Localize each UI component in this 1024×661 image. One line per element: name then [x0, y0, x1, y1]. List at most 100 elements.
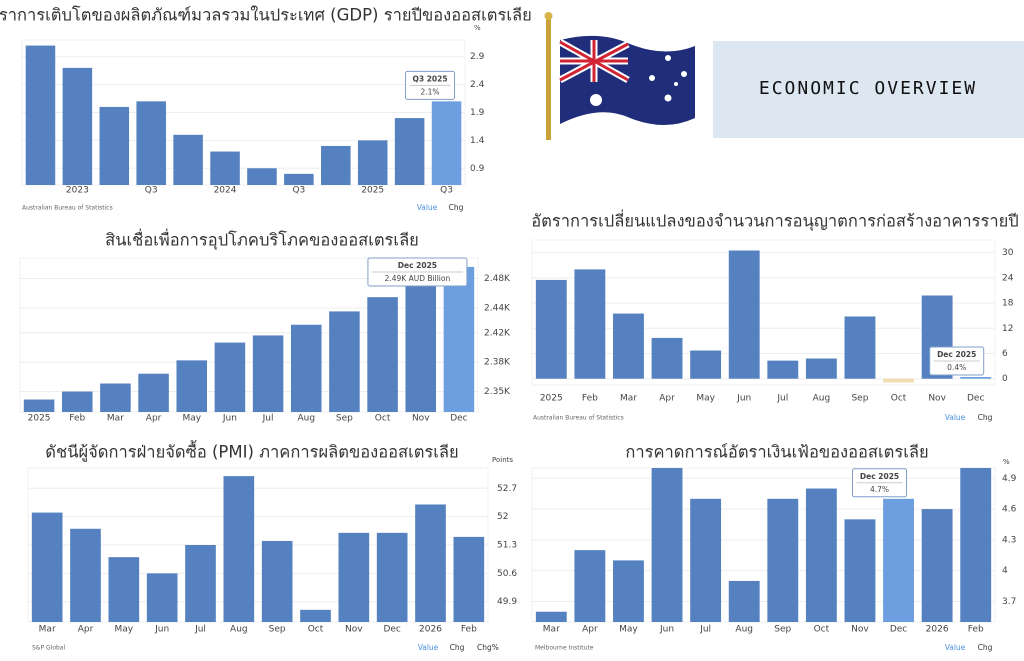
toggle-button[interactable]: Chg [450, 643, 465, 652]
toggle-button[interactable]: Chg [978, 643, 993, 652]
y-tick-label: 2.42K [484, 328, 511, 338]
toggle-button[interactable]: Chg [978, 413, 993, 422]
y-tick-label: 49.9 [497, 597, 517, 607]
y-tick-label: 2.48K [484, 274, 511, 284]
toggle-button[interactable]: Chg [449, 203, 464, 212]
chart-title: การคาดการณ์อัตราเงินเฟ้อของออสเตรเลีย [625, 443, 928, 462]
bar [405, 282, 437, 412]
y-tick-label: 52.7 [497, 484, 517, 494]
y-tick-label: 4.6 [1002, 505, 1017, 515]
source: Australian Bureau of Statistics [22, 205, 113, 212]
bar [338, 532, 370, 622]
unit-label: Points [492, 456, 513, 464]
y-tick-label: 2.9 [470, 52, 485, 62]
toggle-button[interactable]: Value [945, 413, 966, 422]
bar [108, 557, 140, 622]
bar [613, 560, 644, 622]
x-tick-label: Aug [735, 625, 753, 635]
toggle-button[interactable]: Value [417, 203, 438, 212]
x-tick-label: Apr [659, 394, 675, 404]
pole-top [544, 12, 553, 20]
bar [214, 342, 246, 412]
x-tick-label: Aug [297, 414, 315, 424]
flag [544, 12, 695, 140]
bar [99, 106, 130, 185]
bar [690, 350, 722, 379]
x-tick-label: Oct [308, 625, 324, 635]
x-tick-label: Feb [582, 394, 598, 404]
bar [321, 145, 351, 185]
bar [883, 498, 914, 622]
bar [728, 580, 760, 622]
tooltip-title: Dec 2025 [860, 472, 899, 481]
x-tick-label: 2025 [361, 186, 384, 196]
bar [223, 476, 255, 622]
x-tick-label: 2025 [28, 414, 51, 424]
chart-title: ดัชนีผู้จัดการฝ่ายจัดซื้อ (PMI) ภาคการผล… [45, 440, 458, 463]
tooltip-value: 2.1% [421, 87, 440, 96]
y-tick-label: 0.9 [470, 164, 485, 174]
x-tick-label: Mar [543, 625, 560, 635]
bar [185, 545, 216, 622]
y-tick-label: 51.3 [497, 541, 517, 551]
bar [651, 468, 683, 622]
flag-pole [546, 16, 551, 140]
x-tick-label: 2026 [419, 625, 442, 635]
bar [300, 609, 331, 622]
x-tick-label: Dec [967, 394, 984, 404]
tooltip-value: 0.4% [947, 363, 966, 372]
union-red [559, 40, 629, 82]
bar [394, 118, 425, 185]
x-tick-label: 2024 [214, 186, 237, 196]
header-box [713, 41, 1024, 138]
y-tick-label: 4.3 [1002, 535, 1016, 545]
toggle-button[interactable]: Value [418, 643, 439, 652]
x-tick-label: Q3 [145, 186, 158, 196]
toggle-button[interactable]: Value [945, 643, 966, 652]
chart-title: สินเชื่อเพื่อการอุปโภคบริโภคของออสเตรเลี… [105, 229, 419, 251]
tooltip-title: Q3 2025 [412, 74, 447, 83]
bar [173, 134, 203, 185]
bar [960, 468, 992, 622]
x-tick-label: Sep [851, 394, 868, 404]
header-title: ECONOMIC OVERVIEW [759, 78, 977, 99]
bar [690, 498, 722, 622]
x-tick-label: Sep [269, 625, 286, 635]
bar [376, 532, 408, 622]
x-tick-label: Jul [699, 625, 711, 635]
bar [252, 335, 284, 412]
bar [805, 488, 837, 622]
x-tick-label: 2025 [540, 394, 563, 404]
bar [767, 498, 799, 622]
bar [70, 528, 101, 622]
bar [574, 550, 606, 622]
y-tick-label: 30 [1002, 248, 1014, 258]
x-tick-label: Dec [890, 625, 907, 635]
x-tick-label: Jul [262, 414, 274, 424]
x-tick-label: Sep [336, 414, 353, 424]
bar [535, 279, 567, 379]
tooltip-title: Dec 2025 [398, 261, 437, 270]
bar [146, 573, 178, 622]
y-tick-label: 6 [1002, 349, 1008, 359]
x-tick-label: Apr [78, 625, 94, 635]
x-tick-label: Nov [412, 414, 430, 424]
x-tick-label: Nov [345, 625, 363, 635]
x-tick-label: Nov [928, 394, 946, 404]
toggle-button[interactable]: Chg% [477, 643, 499, 652]
x-tick-label: Mar [39, 625, 56, 635]
bar [443, 266, 475, 412]
bar [415, 504, 446, 622]
y-tick-label: 2.35K [484, 387, 511, 397]
bar [651, 337, 683, 379]
x-tick-label: 2026 [926, 625, 949, 635]
x-tick-label: Aug [230, 625, 248, 635]
x-tick-label: Jun [736, 394, 751, 404]
bar [261, 540, 293, 622]
tooltip-value: 2.49K AUD Billion [385, 274, 451, 283]
tooltip-title: Dec 2025 [937, 350, 976, 359]
y-tick-label: 2.4 [470, 80, 485, 90]
bar [23, 399, 55, 412]
bar [728, 250, 760, 379]
